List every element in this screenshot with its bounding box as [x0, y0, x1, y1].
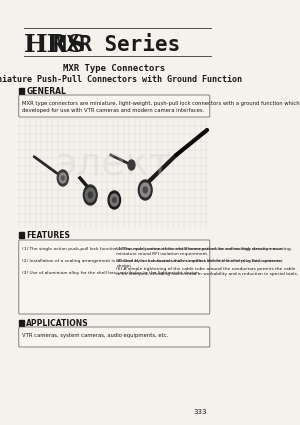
Text: элект: элект	[56, 146, 172, 184]
Text: MXR Series: MXR Series	[54, 35, 180, 55]
Circle shape	[110, 194, 118, 206]
Text: APPLICATIONS: APPLICATIONS	[26, 318, 89, 328]
Circle shape	[112, 198, 116, 202]
FancyBboxPatch shape	[19, 327, 210, 347]
FancyBboxPatch shape	[19, 240, 210, 314]
Circle shape	[128, 160, 135, 170]
Circle shape	[59, 173, 66, 183]
Circle shape	[108, 191, 121, 209]
Circle shape	[143, 187, 147, 193]
Circle shape	[61, 176, 64, 180]
Circle shape	[138, 180, 152, 200]
Circle shape	[85, 188, 95, 202]
Text: 333: 333	[194, 409, 207, 415]
Bar	[20, 320, 24, 326]
Text: VTR cameras, system cameras, audio equipments, etc.: VTR cameras, system cameras, audio equip…	[22, 333, 168, 338]
Bar	[20, 88, 24, 94]
Text: MXR Type Connectors: MXR Type Connectors	[63, 63, 165, 73]
Text: GENERAL: GENERAL	[26, 87, 66, 96]
Circle shape	[83, 185, 97, 205]
Bar	[20, 232, 24, 238]
Text: (3) Use of aluminium alloy for the shell has contributes to the lightweight desi: (3) Use of aluminium alloy for the shell…	[22, 271, 200, 275]
Text: (6) A simple tightening of the cable tube around the conductors permits the cabl: (6) A simple tightening of the cable tub…	[116, 267, 298, 276]
Text: (4) The male portion of the shell forms part of the connecting structure as a mi: (4) The male portion of the shell forms …	[116, 247, 282, 256]
Text: HRS: HRS	[24, 33, 86, 57]
Text: (5) One of the conductors makes contact before the others in this connector desi: (5) One of the conductors makes contact …	[116, 259, 283, 268]
Circle shape	[88, 192, 92, 198]
Text: (1) The single action push-pull lock function allows quick connections and disco: (1) The single action push-pull lock fun…	[22, 247, 292, 251]
Circle shape	[57, 170, 68, 186]
Text: Miniature Push-Pull Connectors with Ground Function: Miniature Push-Pull Connectors with Grou…	[0, 74, 242, 83]
FancyBboxPatch shape	[19, 95, 210, 117]
Text: MXR type connectors are miniature, light-weight, push-pull lock connectors with : MXR type connectors are miniature, light…	[22, 101, 300, 113]
Circle shape	[140, 183, 150, 197]
Text: FEATURES: FEATURES	[26, 230, 70, 240]
Text: (2) Installation of a sealing arrangement is allowed by a click sound which simp: (2) Installation of a sealing arrangemen…	[22, 259, 281, 263]
